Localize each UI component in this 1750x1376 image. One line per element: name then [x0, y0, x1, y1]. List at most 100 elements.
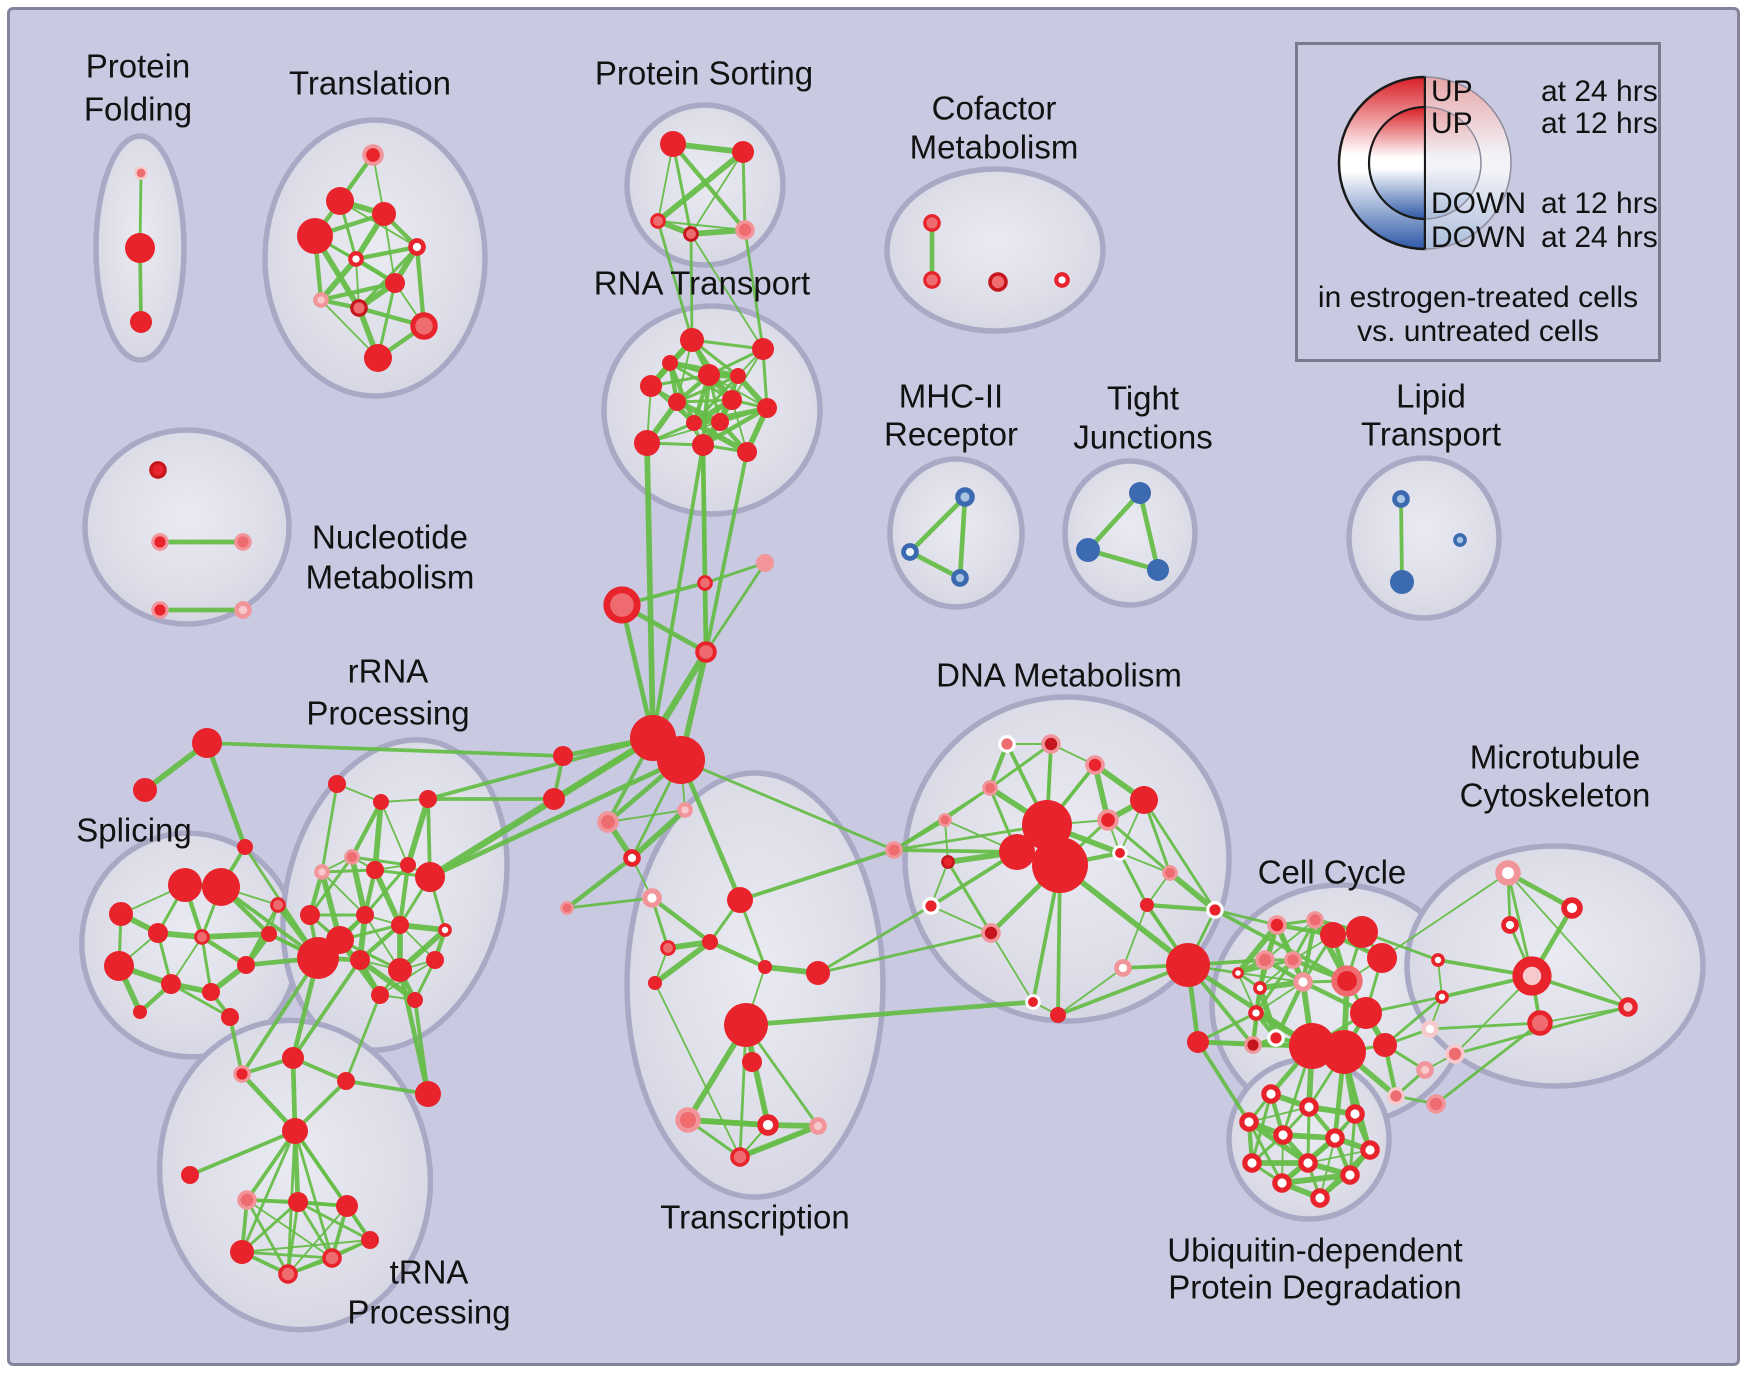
node — [202, 983, 220, 1001]
node — [732, 141, 754, 163]
node — [1041, 734, 1061, 754]
node — [742, 1052, 762, 1072]
node — [350, 299, 368, 317]
node — [388, 958, 412, 982]
inter-cluster-edge — [413, 998, 430, 1096]
node — [372, 202, 396, 226]
node — [737, 442, 757, 462]
node — [270, 897, 286, 913]
node — [662, 355, 678, 371]
edge — [708, 374, 768, 409]
edge — [397, 862, 411, 928]
node — [675, 1107, 701, 1133]
node — [981, 923, 1001, 943]
node — [1453, 533, 1467, 547]
node — [623, 849, 641, 867]
edge — [372, 799, 384, 873]
edge — [671, 142, 693, 236]
node — [133, 778, 157, 802]
inter-cluster-edge — [1196, 1040, 1251, 1124]
legend-direction-label: DOWN — [1431, 187, 1526, 220]
node — [1346, 916, 1378, 948]
node — [1390, 570, 1414, 594]
node — [660, 131, 686, 157]
edge — [1399, 497, 1404, 584]
inter-cluster-edge — [240, 956, 320, 1076]
node — [603, 586, 641, 624]
edge — [240, 1200, 300, 1254]
legend-direction-label: UP — [1431, 75, 1473, 108]
node — [1114, 959, 1132, 977]
edge — [1142, 798, 1217, 912]
node — [1373, 1033, 1397, 1057]
node — [300, 905, 320, 925]
edge — [245, 1129, 297, 1202]
edge — [988, 742, 1053, 790]
node — [297, 218, 333, 254]
inter-cluster-edge — [816, 931, 993, 975]
node — [1392, 490, 1410, 508]
node — [1310, 1188, 1330, 1208]
node — [278, 1264, 298, 1284]
node — [809, 1117, 827, 1135]
edge — [957, 494, 968, 581]
node — [1129, 482, 1151, 504]
node — [1239, 1112, 1259, 1132]
node — [438, 923, 452, 937]
edge — [667, 360, 697, 426]
edge — [565, 896, 654, 910]
legend-direction-label: UP — [1431, 107, 1473, 140]
edge — [930, 905, 992, 934]
node — [104, 951, 134, 981]
node — [642, 888, 662, 908]
node — [348, 251, 364, 267]
node — [1272, 1173, 1292, 1193]
node — [350, 950, 370, 970]
cluster-ellipse-mhc-ii-receptor — [887, 456, 1025, 610]
cluster-label-microtubule-cytoskeleton: Microtubule — [1470, 739, 1641, 776]
node — [419, 790, 437, 808]
node — [1255, 950, 1275, 970]
inter-cluster-edge — [738, 848, 896, 902]
node — [1267, 915, 1287, 935]
node — [1298, 1153, 1318, 1173]
node — [364, 344, 392, 372]
node — [1140, 898, 1154, 912]
node — [130, 311, 152, 333]
node — [1267, 1029, 1285, 1047]
node — [282, 1118, 308, 1144]
inter-cluster-edge — [1185, 962, 1315, 1049]
node — [686, 415, 702, 431]
node — [237, 1190, 257, 1210]
node — [109, 902, 133, 926]
edge — [240, 1250, 334, 1260]
edge — [690, 151, 744, 235]
edge — [739, 1125, 819, 1158]
inter-cluster-edge — [291, 958, 362, 1060]
inter-cluster-edge — [701, 443, 707, 585]
node — [560, 901, 574, 915]
node — [181, 1166, 199, 1184]
node — [543, 788, 565, 810]
cluster-label-cofactor-metabolism: Cofactor — [932, 90, 1057, 127]
node — [648, 976, 662, 990]
node — [1232, 967, 1244, 979]
edge — [564, 855, 635, 911]
node — [680, 328, 704, 352]
network-canvas: Protein Folding Translation Protein Sorting… — [76, 48, 1706, 1333]
node — [151, 601, 169, 619]
node — [134, 166, 148, 180]
edge — [200, 935, 213, 994]
node — [161, 974, 181, 994]
node — [237, 839, 253, 855]
node — [668, 393, 686, 411]
edge — [607, 809, 686, 823]
edge — [350, 855, 410, 867]
edge — [670, 141, 748, 233]
edge — [349, 799, 384, 860]
node — [923, 214, 941, 232]
inter-cluster-edge — [704, 450, 749, 654]
cluster-ellipse-tight-junctions — [1062, 458, 1198, 608]
node — [999, 834, 1035, 870]
cluster-label-nucleotide-metabolism: Metabolism — [306, 559, 475, 596]
